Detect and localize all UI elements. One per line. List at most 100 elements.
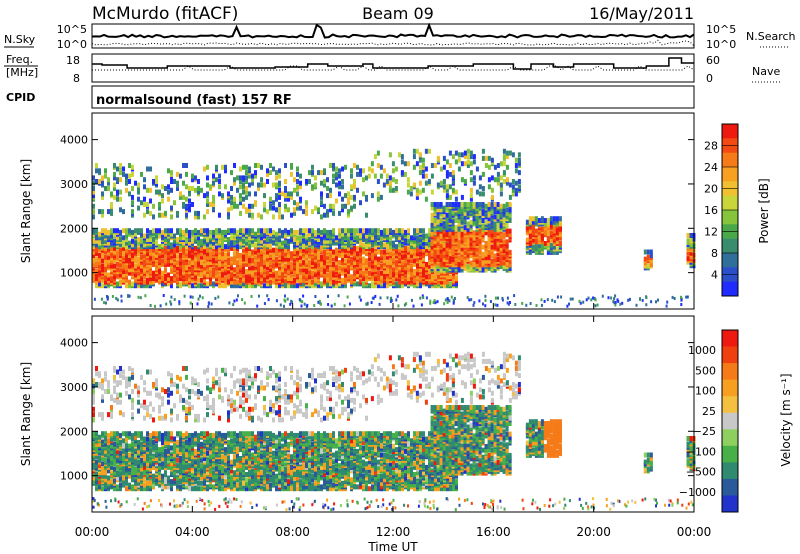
power-cell xyxy=(221,229,224,235)
power-cell xyxy=(134,244,137,250)
power-cell xyxy=(275,235,278,241)
power-cell xyxy=(318,299,321,303)
power-cell xyxy=(499,191,503,197)
power-cell xyxy=(460,226,464,232)
power-cell xyxy=(478,232,482,238)
power-cell xyxy=(478,262,482,268)
power-cell xyxy=(302,260,305,266)
power-cell xyxy=(370,193,374,199)
power-cell xyxy=(203,269,206,274)
power-cell xyxy=(140,263,143,269)
power-cell xyxy=(514,180,518,186)
power-cell xyxy=(245,170,248,176)
power-cell xyxy=(326,233,329,239)
power-cell xyxy=(260,177,263,183)
power-cell xyxy=(290,231,293,237)
power-cell xyxy=(422,267,425,273)
power-cell xyxy=(218,191,221,197)
power-cell xyxy=(383,249,386,255)
power-cell xyxy=(487,244,491,250)
power-cell xyxy=(329,279,332,285)
power-cell xyxy=(338,191,341,197)
power-cell xyxy=(299,235,302,241)
power-cell xyxy=(98,238,101,244)
power-cell xyxy=(173,249,176,255)
power-cell xyxy=(412,182,416,188)
power-cell xyxy=(281,240,284,246)
power-cell xyxy=(128,294,131,298)
power-cell xyxy=(418,164,422,170)
power-cell xyxy=(137,186,140,191)
power-cell xyxy=(421,168,425,174)
power-cell xyxy=(209,272,212,278)
power-cell xyxy=(424,166,428,172)
power-cell xyxy=(167,228,170,234)
power-cell xyxy=(511,179,515,184)
power-cell xyxy=(212,229,215,235)
power-cell xyxy=(380,277,383,283)
power-cell xyxy=(200,228,203,234)
power-cell xyxy=(436,264,440,270)
power-cell xyxy=(490,258,494,264)
power-cell xyxy=(442,257,446,262)
power-cell xyxy=(107,229,110,235)
power-cell xyxy=(552,228,556,234)
power-cell xyxy=(284,179,287,184)
power-cell xyxy=(164,254,167,260)
power-cell xyxy=(546,235,550,241)
power-cell xyxy=(451,230,455,236)
power-cell xyxy=(212,270,215,276)
power-cell xyxy=(152,251,155,257)
power-cell xyxy=(296,249,299,255)
power-cell xyxy=(161,229,164,235)
power-cell xyxy=(194,175,197,181)
power-cell xyxy=(478,202,482,207)
power-cell xyxy=(472,202,476,207)
power-cell xyxy=(413,258,416,264)
power-cell xyxy=(320,261,323,267)
power-cell xyxy=(143,267,146,273)
power-cell xyxy=(418,180,422,186)
power-cell xyxy=(391,161,395,167)
power-cell xyxy=(146,258,149,264)
power-cell xyxy=(380,240,383,246)
power-cell xyxy=(493,225,497,231)
power-cell xyxy=(185,203,188,209)
power-cell xyxy=(209,269,212,274)
date-title: 16/May/2011 xyxy=(589,4,694,23)
power-cell xyxy=(493,164,497,170)
power-cell xyxy=(125,180,128,186)
power-cell xyxy=(493,244,497,250)
power-cell xyxy=(436,253,440,259)
power-cell xyxy=(433,163,437,168)
power-cell xyxy=(596,303,599,307)
power-cell xyxy=(449,274,452,280)
power-cell xyxy=(502,260,506,266)
power-cell xyxy=(429,301,432,305)
power-cell xyxy=(167,196,170,202)
power-cell xyxy=(502,218,506,223)
power-cell xyxy=(371,254,374,260)
power-cell xyxy=(158,272,161,278)
power-cell xyxy=(320,238,323,244)
power-cell xyxy=(242,164,245,170)
power-cell xyxy=(344,247,347,253)
power-cell xyxy=(365,258,368,264)
power-cell xyxy=(92,214,95,220)
power-cell xyxy=(182,245,185,251)
power-cell xyxy=(251,249,254,255)
power-cell xyxy=(119,177,122,183)
power-cell xyxy=(403,161,407,167)
power-cell xyxy=(245,194,248,200)
power-cell xyxy=(170,231,173,237)
power-cell xyxy=(245,189,248,195)
power-cell xyxy=(460,249,464,255)
power-cell xyxy=(302,294,305,298)
power-cell xyxy=(257,276,260,282)
power-cell xyxy=(367,173,371,179)
power-cell xyxy=(311,170,314,176)
power-cell xyxy=(272,240,275,246)
power-cell xyxy=(487,202,491,207)
power-cell xyxy=(329,270,332,276)
power-cell xyxy=(487,205,491,211)
